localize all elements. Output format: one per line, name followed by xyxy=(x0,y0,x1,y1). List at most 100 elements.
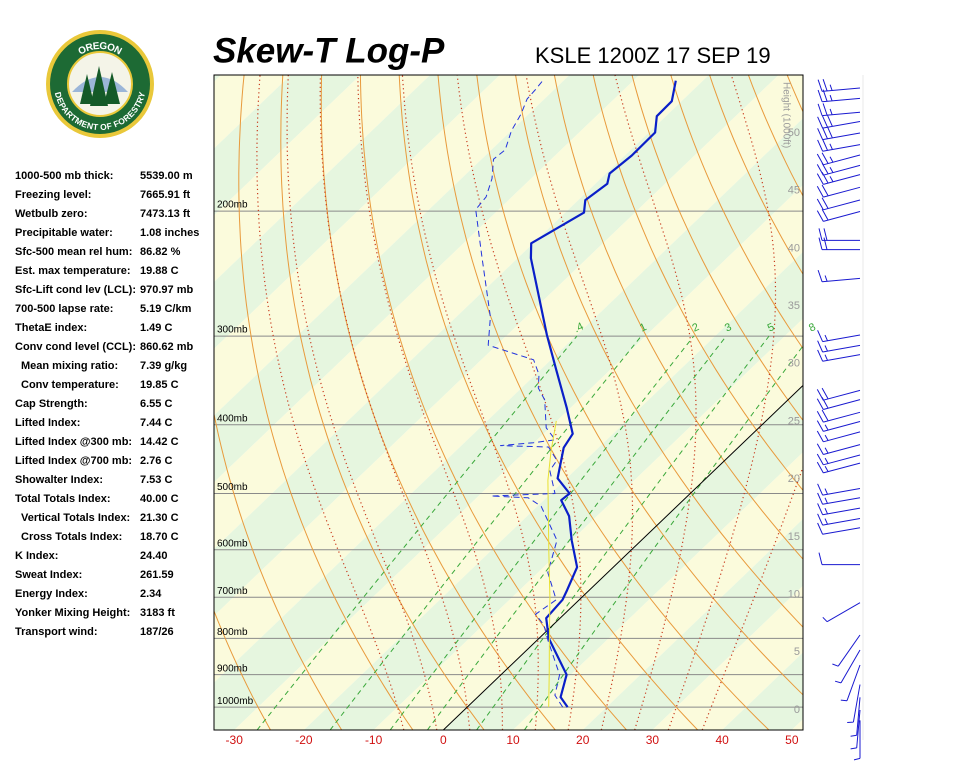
dry-adiabat xyxy=(359,75,627,730)
wind-barb xyxy=(817,340,861,353)
moist-adiabat xyxy=(614,75,697,730)
moist-adiabat xyxy=(456,75,582,730)
stat-label: Sfc-Lift cond lev (LCL): xyxy=(15,284,136,296)
wind-barb xyxy=(816,461,861,474)
stat-label: Energy Index: xyxy=(15,588,88,600)
dry-adiabat xyxy=(865,75,960,730)
moist-adiabat xyxy=(667,75,777,730)
stat-label: 1000-500 mb thick: xyxy=(15,170,113,182)
stat-value: 970.97 mb xyxy=(140,284,193,296)
wind-barb xyxy=(816,172,861,185)
wind-barb xyxy=(816,443,861,455)
wind-barb xyxy=(817,126,861,141)
stat-value: 14.42 C xyxy=(140,436,179,448)
dry-adiabat xyxy=(553,75,803,560)
y2-tick-label: 30 xyxy=(788,358,800,370)
plot-area xyxy=(214,75,960,730)
stat-value: 24.40 xyxy=(140,550,168,562)
mixing-ratio-label: 3 xyxy=(723,321,734,334)
wind-barb xyxy=(816,162,861,176)
y2-tick-label: 10 xyxy=(788,589,800,601)
dry-adiabat xyxy=(398,75,699,730)
dry-adiabat xyxy=(826,75,960,730)
wind-barb xyxy=(818,228,860,241)
wind-barb xyxy=(853,720,861,761)
plot-overlay: 200mb 300mb 400mb 500mb 600mb 700mb 800mb 900mb… xyxy=(217,82,818,747)
stat-value: 7.44 C xyxy=(140,417,172,429)
y-tick-label: 500mb xyxy=(217,482,248,493)
wind-barb xyxy=(816,453,861,466)
logo-tree xyxy=(80,74,94,104)
stats-table: 1000-500 mb thick: 5539.00 m Freezing leve… xyxy=(15,170,199,638)
isotherm-band xyxy=(722,652,803,730)
mixing-ratio-label: 8 xyxy=(807,321,818,334)
x-tick-label: 40 xyxy=(715,733,729,747)
wind-barb xyxy=(818,552,860,566)
wind-barb xyxy=(816,152,861,166)
wind-barb xyxy=(817,330,861,343)
stat-label: Vertical Totals Index: xyxy=(21,512,130,524)
profile-line xyxy=(547,420,557,708)
mixing-ratio-line xyxy=(329,335,642,730)
stat-value: 86.82 % xyxy=(140,246,181,258)
wind-barb xyxy=(817,492,861,505)
stat-value: 3183 ft xyxy=(140,607,175,619)
wind-barb xyxy=(834,649,861,684)
x-tick-label: -10 xyxy=(365,733,383,747)
x-tick-label: -20 xyxy=(295,733,313,747)
profile-line xyxy=(529,80,677,708)
isotherm-band xyxy=(214,75,431,282)
wind-barb xyxy=(847,684,861,723)
y2-tick-label: 45 xyxy=(788,185,800,197)
stat-label: Freezing level: xyxy=(15,189,91,201)
wind-barb xyxy=(816,197,861,211)
dry-adiabat xyxy=(670,75,803,350)
stat-label: Est. max temperature: xyxy=(15,265,131,277)
dry-adiabat xyxy=(631,75,803,422)
stat-value: 2.34 xyxy=(140,588,162,600)
stat-label: Lifted Index @300 mb: xyxy=(15,436,132,448)
y2-tick-label: 5 xyxy=(794,646,800,658)
mixing-ratio-label: 5 xyxy=(766,321,777,334)
stat-label: K Index: xyxy=(15,550,58,562)
x-tick-label: -30 xyxy=(226,733,244,747)
y2-tick-label: 0 xyxy=(794,704,800,716)
y-tick-label: 200mb xyxy=(217,200,248,211)
y-tick-label: 900mb xyxy=(217,663,248,674)
y-tick-label: 700mb xyxy=(217,586,248,597)
x-tick-label: 0 xyxy=(440,733,447,747)
dry-adiabat xyxy=(747,75,803,197)
y-tick-label: 600mb xyxy=(217,538,248,549)
stat-label: Precipitable water: xyxy=(15,227,113,239)
isotherm-band xyxy=(214,75,570,416)
stat-label: Lifted Index @700 mb: xyxy=(15,455,132,467)
dry-adiabat xyxy=(214,609,271,730)
logo-top-text: OREGON xyxy=(76,40,123,57)
stat-value: 860.62 mb xyxy=(140,341,193,353)
wind-barb xyxy=(816,184,861,198)
moist-adiabat xyxy=(319,75,471,730)
dry-adiabat xyxy=(437,75,770,730)
dry-adiabat xyxy=(476,75,803,696)
stat-value: 21.30 C xyxy=(140,512,179,524)
stat-value: 187/26 xyxy=(140,626,174,638)
dry-adiabat xyxy=(904,75,960,730)
wind-barb xyxy=(816,430,861,443)
wind-barb xyxy=(850,697,861,737)
stat-label: Sweat Index: xyxy=(15,569,82,581)
stat-value: 5.19 C/km xyxy=(140,303,192,315)
wind-barb xyxy=(817,503,861,516)
dry-adiabat xyxy=(214,411,343,730)
moist-adiabat xyxy=(525,75,634,730)
stat-label: Conv cond level (CCL): xyxy=(15,341,136,353)
stat-value: 18.70 C xyxy=(140,531,179,543)
wind-barb xyxy=(817,114,861,129)
y2-tick-label: 35 xyxy=(788,300,800,312)
wind-barb xyxy=(817,522,861,535)
wind-barb xyxy=(817,79,861,92)
y-tick-label: 800mb xyxy=(217,627,248,638)
mixing-ratio-label: .4 xyxy=(572,321,585,336)
isotherm-band xyxy=(234,185,803,730)
logo-tree xyxy=(104,72,120,104)
